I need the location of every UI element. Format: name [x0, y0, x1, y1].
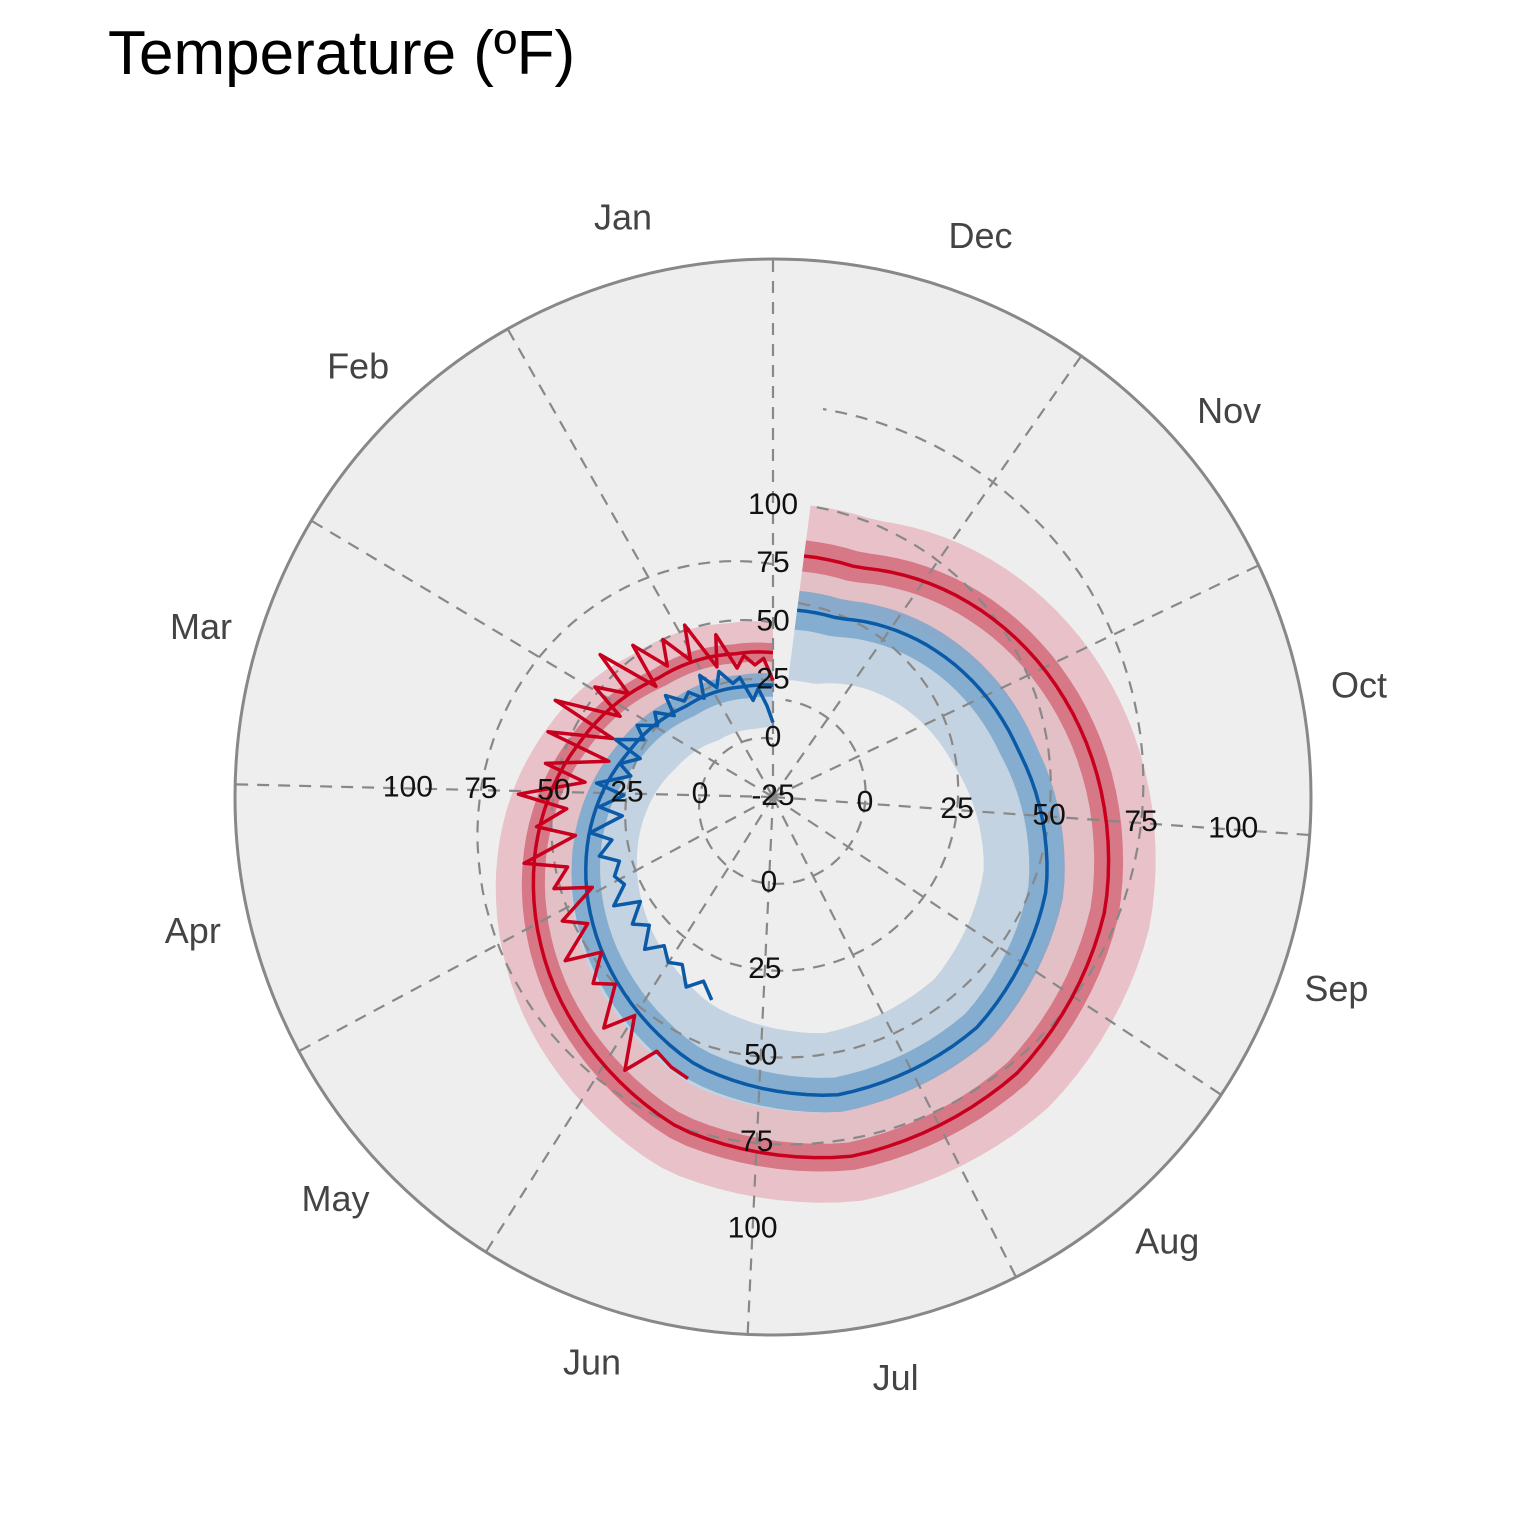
radial-tick-label: 75: [1124, 805, 1157, 838]
grid-spoke: [746, 796, 775, 1335]
grid-spoke: [298, 796, 774, 1053]
radial-tick-label: 0: [765, 721, 782, 754]
radial-tick-label: 75: [740, 1125, 773, 1158]
grid-spoke: [772, 796, 1222, 1096]
grid-ring-75: [476, 407, 1145, 1146]
normal-high-line: [531, 554, 1111, 1160]
grid-spoke: [772, 355, 1083, 798]
grid-spoke: [484, 796, 774, 1253]
radial-tick-label: 100: [1208, 812, 1258, 845]
radial-tick-label: 100: [748, 488, 798, 521]
month-label-may: May: [301, 1178, 369, 1219]
radial-tick-label: 0: [692, 777, 709, 810]
month-label-jan: Jan: [594, 197, 652, 238]
chart-title: Temperature (ºF): [108, 19, 576, 88]
normal-bands: [495, 505, 1156, 1203]
month-label-jul: Jul: [873, 1357, 919, 1398]
radial-tick-label: 0: [761, 865, 778, 898]
month-label-feb: Feb: [327, 346, 389, 387]
month-label-aug: Aug: [1135, 1220, 1199, 1261]
radial-tick-label: 50: [537, 774, 570, 807]
month-label-mar: Mar: [170, 606, 232, 647]
month-labels: Jan Feb Mar Apr May Jun Jul Aug Sep Oct Nov Dec: [165, 197, 1387, 1398]
radial-tick-label: 75: [756, 546, 789, 579]
temperature-lines: [516, 554, 1111, 1160]
month-label-oct: Oct: [1331, 665, 1387, 706]
grid-spoke: [310, 519, 774, 798]
radial-tick-label: 100: [728, 1212, 778, 1245]
radial-tick-label: 0: [857, 785, 874, 818]
radial-tick-label: 25: [756, 663, 789, 696]
grid-spoke: [506, 328, 774, 798]
daily-high-line: [516, 623, 775, 1081]
grid-spoke: [772, 795, 1310, 837]
radial-tick-label: 50: [1032, 798, 1065, 831]
month-label-apr: Apr: [165, 910, 221, 951]
grid-spoke: [772, 564, 1260, 798]
radial-tick-label: 50: [756, 604, 789, 637]
grid-spoke: [772, 796, 1017, 1278]
radial-tick-label: 100: [383, 770, 433, 803]
month-label-sep: Sep: [1304, 968, 1368, 1009]
radial-tick-label: -25: [751, 779, 794, 812]
plot-border: [233, 257, 1313, 1337]
radial-tick-label: 75: [464, 772, 497, 805]
radial-tick-label: 25: [940, 792, 973, 825]
month-label-dec: Dec: [948, 215, 1012, 256]
daily-low-line: [588, 669, 775, 1001]
radial-tick-labels: -25 0 25 50 75 100 0 25 50 75 100 0 25 50 75 100 0 25 50 75…: [383, 488, 1258, 1245]
radial-tick-label: 25: [748, 952, 781, 985]
polar-grid: [235, 259, 1310, 1335]
radial-tick-label: 50: [744, 1039, 777, 1072]
radial-tick-label: 25: [610, 776, 643, 809]
grid-spoke: [235, 783, 774, 799]
month-label-jun: Jun: [563, 1341, 621, 1382]
month-label-nov: Nov: [1197, 390, 1261, 431]
